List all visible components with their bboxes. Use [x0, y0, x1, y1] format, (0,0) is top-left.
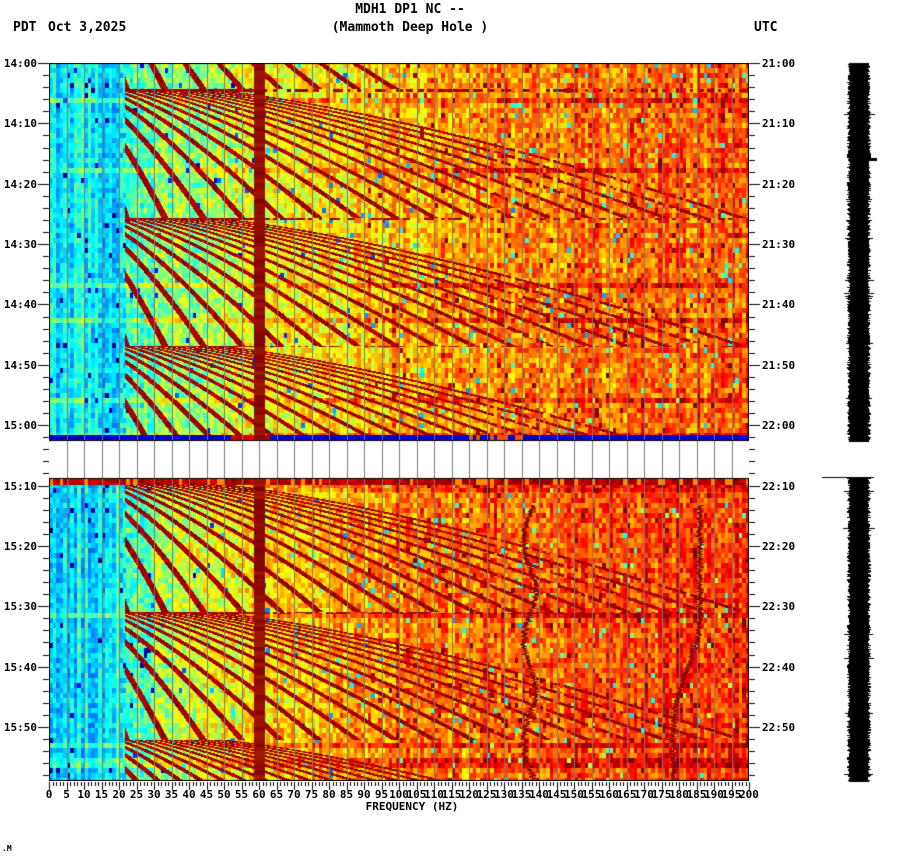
- frequency-tick-label: 65: [269, 788, 284, 801]
- frequency-tick-label: 90: [357, 788, 371, 801]
- frequency-tick-label: 50: [217, 788, 231, 801]
- left-time-label: 14:10: [3, 117, 37, 131]
- frequency-tick-label: 120: [459, 788, 479, 801]
- right-time-label: 21:00: [762, 57, 796, 70]
- frequency-tick-label: 75: [304, 788, 319, 801]
- left-time-label: 15:20: [3, 539, 37, 553]
- right-time-label: 21:10: [762, 117, 796, 131]
- frequency-tick-label: 5: [63, 788, 70, 801]
- left-time-label: 15:00: [3, 419, 37, 433]
- frequency-tick-label: 145: [546, 788, 567, 801]
- frequency-tick-label: 20: [112, 788, 126, 801]
- frequency-tick-label: 135: [511, 788, 532, 801]
- frequency-tick-label: 55: [234, 788, 249, 801]
- frequency-axis-title: FREQUENCY (HZ): [365, 800, 459, 813]
- frequency-tick-label: 150: [564, 788, 584, 801]
- frequency-tick-label: 195: [721, 788, 742, 801]
- right-time-label: 22:30: [762, 600, 796, 614]
- right-time-label: 22:40: [762, 660, 796, 674]
- right-time-label: 22:50: [762, 720, 796, 734]
- frequency-tick-label: 35: [164, 788, 179, 801]
- left-time-label: 15:40: [3, 660, 37, 674]
- corner-mark: .M: [2, 844, 12, 853]
- frequency-tick-label: 200: [739, 788, 759, 801]
- left-time-label: 14:40: [3, 298, 37, 312]
- frequency-tick-label: 130: [494, 788, 514, 801]
- left-time-label: 14:30: [3, 238, 37, 252]
- frequency-tick-label: 170: [634, 788, 654, 801]
- left-time-label: 14:20: [3, 177, 37, 191]
- frequency-tick-label: 115: [441, 788, 462, 801]
- left-time-label: 14:00: [3, 57, 37, 70]
- frequency-tick-label: 95: [374, 788, 389, 801]
- left-time-label: 15:10: [3, 479, 37, 493]
- frequency-tick-label: 185: [686, 788, 707, 801]
- frequency-tick-label: 45: [199, 788, 214, 801]
- frequency-tick-label: 40: [182, 788, 196, 801]
- frequency-tick-label: 0: [45, 788, 53, 801]
- left-time-label: 15:30: [3, 600, 37, 614]
- frequency-tick-label: 30: [147, 788, 161, 801]
- frequency-tick-label: 125: [476, 788, 497, 801]
- frequency-tick-label: 140: [529, 788, 549, 801]
- frequency-tick-label: 25: [129, 788, 144, 801]
- frequency-tick-label: 10: [77, 788, 91, 801]
- frequency-tick-label: 160: [599, 788, 619, 801]
- frequency-tick-label: 110: [424, 788, 444, 801]
- right-time-label: 21:20: [762, 177, 796, 191]
- right-time-label: 21:50: [762, 358, 796, 372]
- right-time-label: 22:00: [762, 419, 796, 433]
- frequency-tick-label: 105: [406, 788, 427, 801]
- frequency-tick-label: 190: [704, 788, 724, 801]
- frequency-tick-label: 15: [94, 788, 109, 801]
- left-time-label: 14:50: [3, 358, 37, 372]
- frequency-tick-label: 165: [616, 788, 637, 801]
- frequency-tick-label: 60: [252, 788, 266, 801]
- right-time-label: 21:30: [762, 238, 796, 252]
- left-time-label: 15:50: [3, 720, 37, 734]
- frequency-tick-label: 155: [581, 788, 602, 801]
- right-time-label: 22:20: [762, 539, 796, 553]
- right-time-label: 21:40: [762, 298, 796, 312]
- frequency-tick-label: 80: [322, 788, 336, 801]
- frequency-tick-label: 70: [287, 788, 301, 801]
- frequency-tick-label: 85: [339, 788, 354, 801]
- frequency-tick-label: 100: [389, 788, 409, 801]
- frequency-tick-label: 175: [651, 788, 672, 801]
- right-time-label: 22:10: [762, 479, 796, 493]
- frequency-tick-label: 180: [669, 788, 689, 801]
